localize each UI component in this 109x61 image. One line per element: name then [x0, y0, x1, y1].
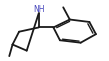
Text: NH: NH [33, 5, 44, 14]
